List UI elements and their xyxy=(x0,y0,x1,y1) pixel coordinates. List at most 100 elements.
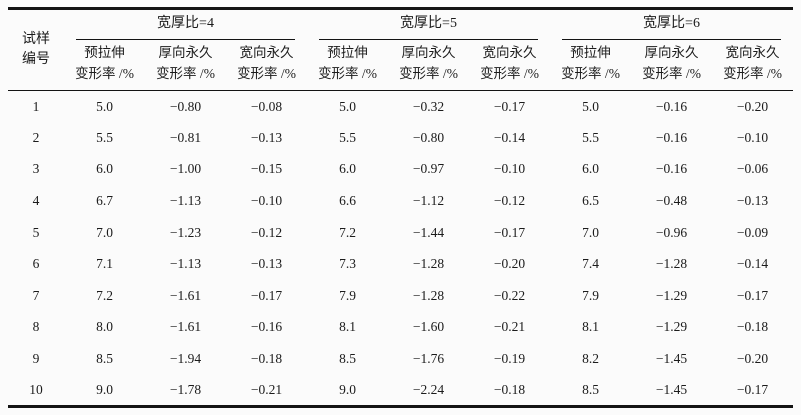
value-cell: 5.5 xyxy=(96,129,113,145)
col-header-width-1: 宽向永久 变形率 /% xyxy=(226,40,307,91)
value-cell: −0.32 xyxy=(412,98,445,114)
value-cell: −0.10 xyxy=(736,129,769,145)
table-body: 1 5.0 −0.80 −0.08 5.0 −0.32 −0.17 5.0 −0… xyxy=(8,91,793,407)
value-cell: 9.0 xyxy=(339,381,356,397)
value-cell: −0.12 xyxy=(250,224,283,240)
sample-id-cell: 2 xyxy=(32,129,40,145)
col-header-pretension-2: 预拉伸 变形率 /% xyxy=(307,40,388,91)
value-cell: 5.5 xyxy=(582,129,599,145)
value-cell: −1.94 xyxy=(169,351,202,367)
value-cell: −1.44 xyxy=(412,224,445,240)
sample-id-cell: 3 xyxy=(32,161,40,177)
value-cell: −0.16 xyxy=(655,98,688,114)
value-cell: −1.28 xyxy=(412,287,445,303)
col-header-pretension-1: 预拉伸 变形率 /% xyxy=(64,40,145,91)
value-cell: −2.24 xyxy=(412,381,445,397)
sample-id-cell: 4 xyxy=(32,193,40,209)
value-cell: 7.1 xyxy=(96,256,113,272)
value-cell: −0.80 xyxy=(169,98,202,114)
value-cell: 6.0 xyxy=(96,161,113,177)
group-header-ratio-4: 宽厚比=4 xyxy=(64,9,307,41)
value-cell: 6.6 xyxy=(339,193,356,209)
value-cell: −0.12 xyxy=(493,193,526,209)
group-header-ratio-6-label: 宽厚比=6 xyxy=(562,12,781,41)
table-row: 10 9.0 −1.78 −0.21 9.0 −2.24 −0.18 8.5 −… xyxy=(8,375,793,407)
value-cell: 6.0 xyxy=(582,161,599,177)
value-cell: 7.0 xyxy=(582,224,599,240)
sample-id-cell: 10 xyxy=(29,381,43,397)
value-cell: −1.76 xyxy=(412,351,445,367)
value-cell: −0.19 xyxy=(493,351,526,367)
value-cell: −0.17 xyxy=(736,381,769,397)
value-cell: 7.2 xyxy=(96,287,113,303)
col-header-width-2: 宽向永久 变形率 /% xyxy=(469,40,550,91)
value-cell: −0.22 xyxy=(493,287,526,303)
sample-id-cell: 1 xyxy=(32,98,40,114)
value-cell: −1.60 xyxy=(412,319,445,335)
value-cell: 7.3 xyxy=(339,256,356,272)
group-header-ratio-5: 宽厚比=5 xyxy=(307,9,550,41)
col-header-thickness-3: 厚向永久 变形率 /% xyxy=(631,40,712,91)
value-cell: 7.9 xyxy=(582,287,599,303)
value-cell: 5.0 xyxy=(96,98,113,114)
group-header-ratio-6: 宽厚比=6 xyxy=(550,9,793,41)
value-cell: −0.17 xyxy=(250,287,283,303)
value-cell: −0.18 xyxy=(250,351,283,367)
table-row: 2 5.5 −0.81 −0.13 5.5 −0.80 −0.14 5.5 −0… xyxy=(8,122,793,154)
value-cell: −0.80 xyxy=(412,129,445,145)
table-row: 1 5.0 −0.80 −0.08 5.0 −0.32 −0.17 5.0 −0… xyxy=(8,91,793,123)
value-cell: 7.2 xyxy=(339,224,356,240)
value-cell: −0.16 xyxy=(655,161,688,177)
col-header-pretension-3: 预拉伸 变形率 /% xyxy=(550,40,631,91)
value-cell: −1.23 xyxy=(169,224,202,240)
table-row: 6 7.1 −1.13 −0.13 7.3 −1.28 −0.20 7.4 −1… xyxy=(8,248,793,280)
value-cell: −0.15 xyxy=(250,161,283,177)
value-cell: −0.21 xyxy=(493,319,526,335)
value-cell: −0.17 xyxy=(493,224,526,240)
value-cell: 5.0 xyxy=(339,98,356,114)
value-cell: 6.7 xyxy=(96,193,113,209)
sample-id-cell: 7 xyxy=(32,287,40,303)
sample-id-cell: 6 xyxy=(32,256,40,272)
value-cell: 5.0 xyxy=(582,98,599,114)
value-cell: 8.5 xyxy=(582,381,599,397)
value-cell: −0.17 xyxy=(493,98,526,114)
value-cell: −0.10 xyxy=(250,193,283,209)
value-cell: 5.5 xyxy=(339,129,356,145)
value-cell: −1.45 xyxy=(655,351,688,367)
value-cell: 8.5 xyxy=(339,351,356,367)
col-header-thickness-2: 厚向永久 变形率 /% xyxy=(388,40,469,91)
value-cell: 8.5 xyxy=(96,351,113,367)
value-cell: −0.06 xyxy=(736,161,769,177)
value-cell: −0.16 xyxy=(250,319,283,335)
value-cell: −0.13 xyxy=(250,256,283,272)
value-cell: 9.0 xyxy=(96,381,113,397)
value-cell: −0.20 xyxy=(493,256,526,272)
value-cell: −0.13 xyxy=(250,129,283,145)
sample-id-cell: 8 xyxy=(32,319,40,335)
value-cell: −1.45 xyxy=(655,381,688,397)
value-cell: 7.9 xyxy=(339,287,356,303)
value-cell: 7.0 xyxy=(96,224,113,240)
value-cell: −0.21 xyxy=(250,381,283,397)
value-cell: −1.29 xyxy=(655,319,688,335)
sample-id-cell: 9 xyxy=(32,351,40,367)
table-row: 4 6.7 −1.13 −0.10 6.6 −1.12 −0.12 6.5 −0… xyxy=(8,185,793,217)
table-row: 9 8.5 −1.94 −0.18 8.5 −1.76 −0.19 8.2 −1… xyxy=(8,343,793,375)
value-cell: −0.48 xyxy=(655,193,688,209)
value-cell: 6.5 xyxy=(582,193,599,209)
value-cell: 7.4 xyxy=(582,256,599,272)
value-cell: −1.00 xyxy=(169,161,202,177)
col-header-thickness-1: 厚向永久 变形率 /% xyxy=(145,40,226,91)
col-header-width-3: 宽向永久 变形率 /% xyxy=(712,40,793,91)
value-cell: 8.2 xyxy=(582,351,599,367)
value-cell: −0.20 xyxy=(736,351,769,367)
value-cell: −0.14 xyxy=(736,256,769,272)
sub-header-row: 预拉伸 变形率 /% 厚向永久 变形率 /% 宽向永久 变形率 /% 预拉伸 变… xyxy=(8,40,793,91)
value-cell: −0.14 xyxy=(493,129,526,145)
value-cell: −1.29 xyxy=(655,287,688,303)
sample-id-cell: 5 xyxy=(32,224,40,240)
table-row: 3 6.0 −1.00 −0.15 6.0 −0.97 −0.10 6.0 −0… xyxy=(8,154,793,186)
value-cell: 6.0 xyxy=(339,161,356,177)
